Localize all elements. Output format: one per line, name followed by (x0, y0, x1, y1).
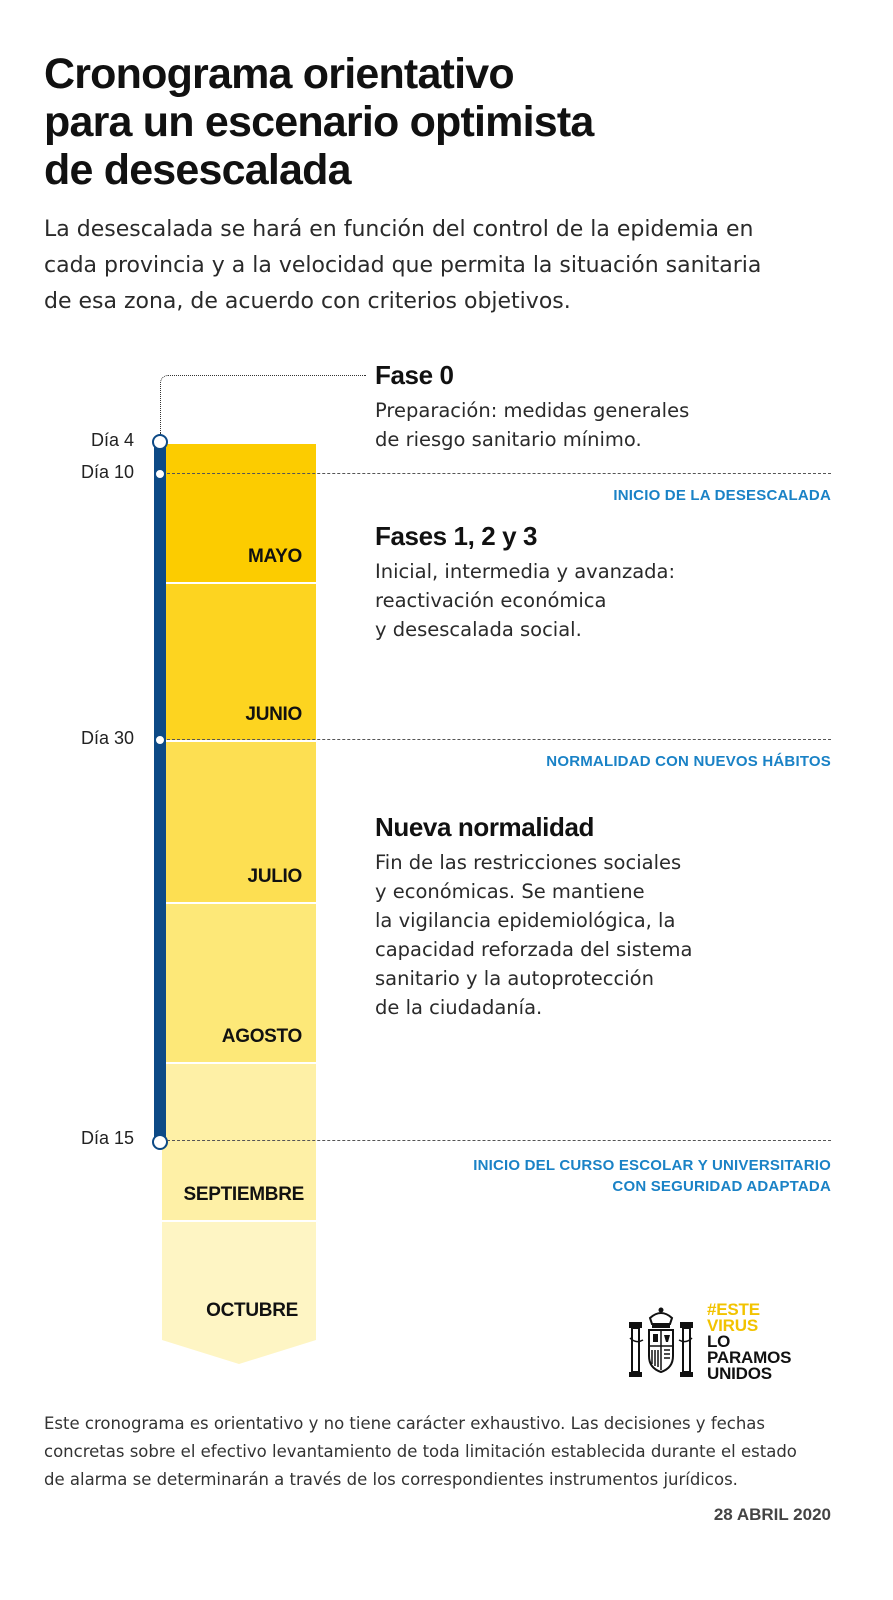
timeline-dot (154, 734, 166, 746)
october-arrow-shape (162, 1222, 316, 1364)
phase-line: de la ciudadanía. (375, 996, 543, 1019)
title-line: Cronograma orientativo (44, 50, 515, 98)
milestone-text: INICIO DE LA DESESCALADA (613, 487, 831, 504)
slogan-line: PARAMOS (707, 1348, 792, 1367)
month-block-agosto: AGOSTO (162, 904, 316, 1062)
timeline-dot (154, 468, 166, 480)
month-block-julio: JULIO (162, 742, 316, 902)
phase-line: y económicas. Se mantiene (375, 880, 645, 903)
day-label: Día 30 (80, 728, 134, 748)
slogan-line: LO (707, 1332, 731, 1351)
intro-paragraph: La desescalada se hará en función del co… (44, 212, 844, 320)
title-line: para un escenario optimista (44, 98, 594, 146)
timeline-bar (154, 436, 166, 1144)
footer-line: de alarma se determinarán a través de lo… (44, 1470, 738, 1489)
publication-date: 28 ABRIL 2020 (713, 1505, 831, 1524)
intro-line: cada provincia y a la velocidad que perm… (44, 253, 762, 278)
fase0-connector (160, 375, 366, 434)
intro-line: La desescalada se hará en función del co… (44, 217, 754, 242)
day-label: Día 15 (80, 1128, 134, 1148)
divider-line (167, 739, 831, 740)
phase-title: Nueva normalidad (375, 812, 594, 842)
slogan-line: UNIDOS (707, 1364, 772, 1383)
slogan-line: VIRUS (707, 1316, 758, 1335)
phase-line: Inicial, intermedia y avanzada: (375, 560, 676, 583)
phase-line: sanitario y la autoprotección (375, 967, 654, 990)
spain-coat-of-arms-icon (629, 1307, 693, 1377)
phase-line: la vigilancia epidemiológica, la (375, 909, 676, 932)
month-label: JULIO (247, 866, 303, 887)
month-label: AGOSTO (221, 1026, 303, 1047)
milestone-text: CON SEGURIDAD ADAPTADA (612, 1178, 831, 1195)
campaign-slogan: #ESTE VIRUS LO PARAMOS UNIDOS (707, 1300, 792, 1383)
day-label: Día 4 (90, 430, 134, 450)
milestone-text: INICIO DEL CURSO ESCOLAR Y UNIVERSITARIO (473, 1157, 831, 1174)
divider-line (167, 473, 831, 474)
timeline-dot (152, 434, 168, 450)
page-title: Cronograma orientativo para un escenario… (44, 50, 844, 194)
intro-line: de esa zona, de acuerdo con criterios ob… (44, 289, 571, 314)
phase-fases-1-2-3: Fases 1, 2 y 3 Inicial, intermedia y ava… (375, 521, 835, 644)
phase-line: Preparación: medidas generales (375, 399, 690, 422)
month-block-octubre (162, 1222, 316, 1364)
phase-line: Fin de las restricciones sociales (375, 851, 682, 874)
phase-line: reactivación económica (375, 589, 607, 612)
milestone-curso: INICIO DEL CURSO ESCOLAR Y UNIVERSITARIO… (473, 1155, 831, 1197)
footer-line: Este cronograma es orientativo y no tien… (44, 1414, 766, 1433)
phase-title: Fase 0 (375, 360, 454, 390)
phase-line: y desescalada social. (375, 618, 582, 641)
footer-note: Este cronograma es orientativo y no tien… (44, 1410, 844, 1494)
milestone-normalidad: NORMALIDAD CON NUEVOS HÁBITOS (546, 751, 831, 772)
slogan-line: #ESTE (707, 1300, 760, 1319)
phase-description: Preparación: medidas generales de riesgo… (375, 396, 835, 454)
phase-description: Inicial, intermedia y avanzada: reactiva… (375, 557, 835, 644)
phase-fase-0: Fase 0 Preparación: medidas generales de… (375, 360, 835, 454)
footer-line: concretas sobre el efectivo levantamient… (44, 1442, 797, 1461)
title-line: de desescalada (44, 146, 352, 194)
month-label: MAYO (247, 546, 302, 567)
milestone-inicio: INICIO DE LA DESESCALADA (613, 485, 831, 506)
phase-line: de riesgo sanitario mínimo. (375, 428, 642, 451)
day-label: Día 10 (80, 462, 134, 482)
month-label: SEPTIEMBRE (183, 1184, 304, 1205)
milestone-text: NORMALIDAD CON NUEVOS HÁBITOS (546, 753, 831, 770)
phase-line: capacidad reforzada del sistema (375, 938, 693, 961)
month-label: JUNIO (245, 704, 302, 725)
phase-nueva-normalidad: Nueva normalidad Fin de las restriccione… (375, 812, 835, 1022)
divider-line (167, 1140, 831, 1141)
phase-description: Fin de las restricciones sociales y econ… (375, 848, 835, 1022)
timeline-dot (152, 1134, 168, 1150)
month-block-junio: JUNIO (162, 584, 316, 740)
month-label: OCTUBRE (206, 1300, 298, 1321)
phase-title: Fases 1, 2 y 3 (375, 521, 538, 551)
month-block-septiembre: SEPTIEMBRE (162, 1064, 316, 1220)
month-block-mayo: MAYO (162, 444, 316, 582)
